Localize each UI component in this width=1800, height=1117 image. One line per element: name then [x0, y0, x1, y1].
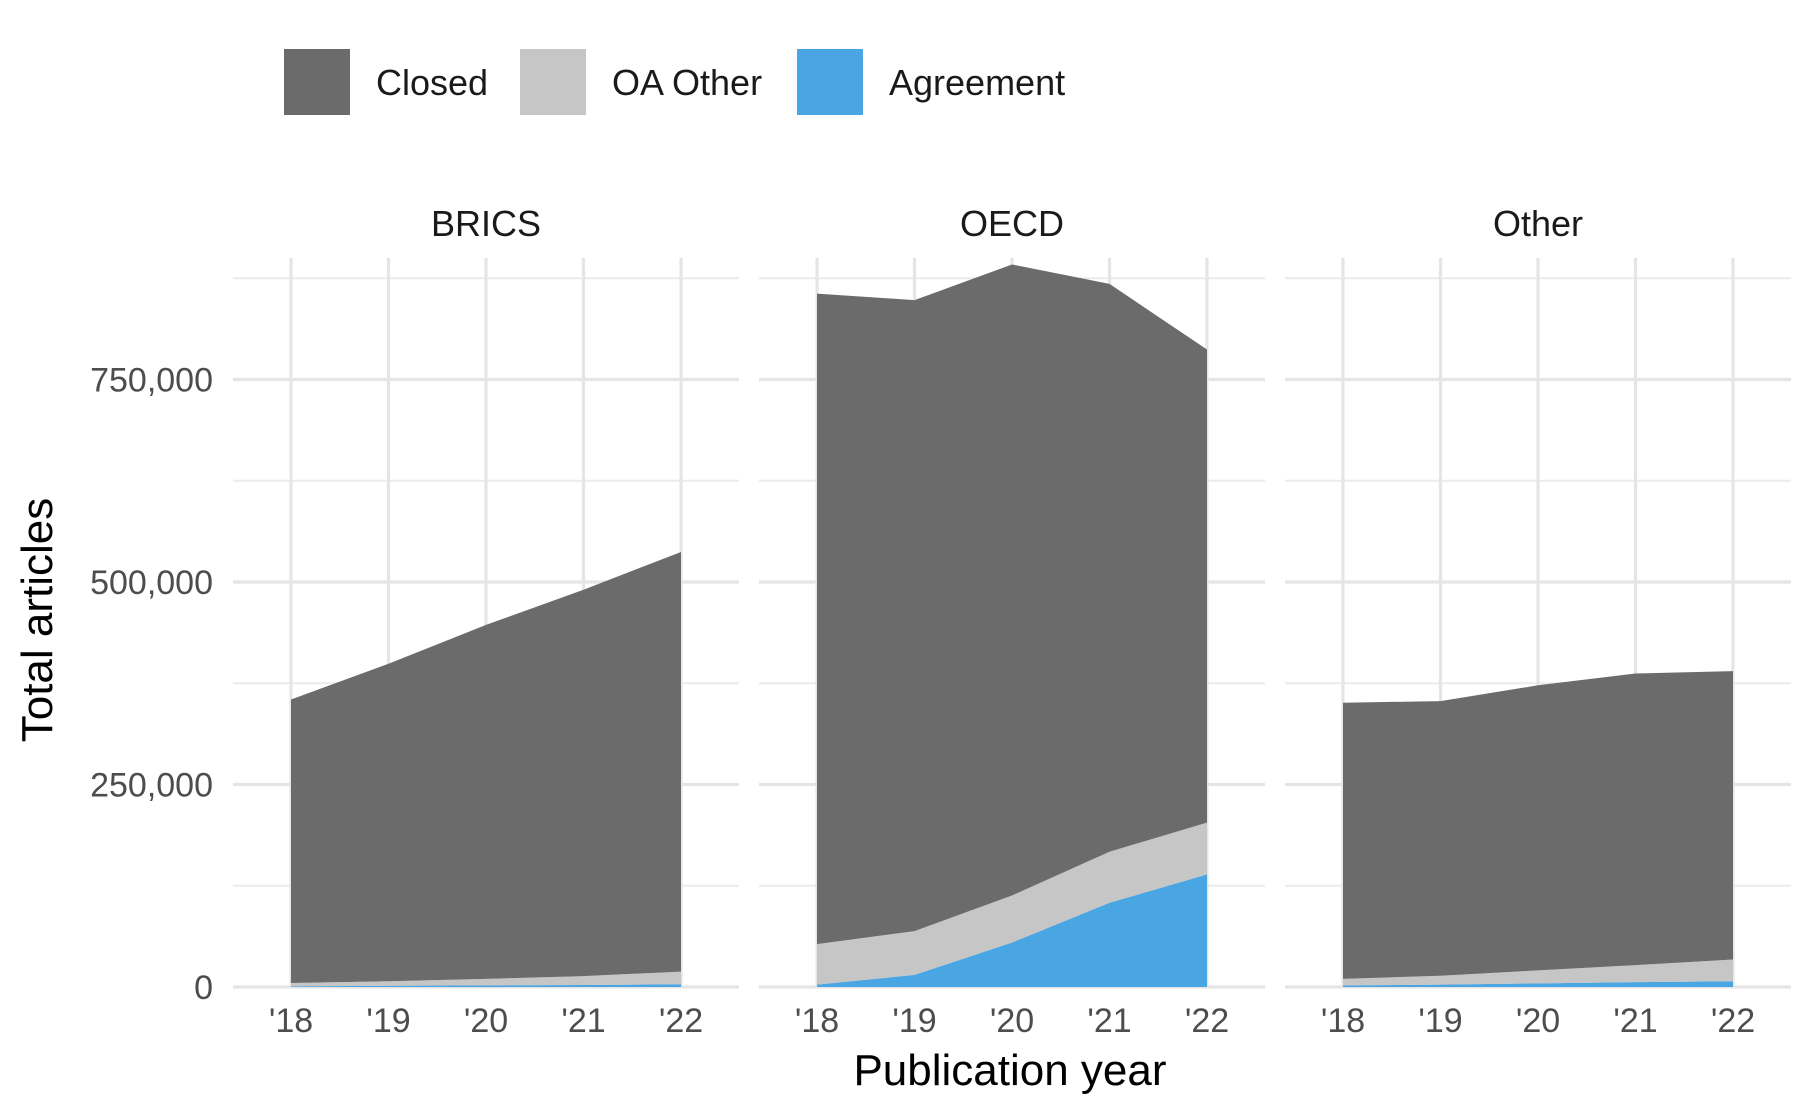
y-tick-label: 750,000 — [90, 362, 213, 400]
legend-swatch-oa-other — [520, 49, 586, 115]
area-brics-agreement — [291, 984, 681, 987]
legend-label-oa-other: OA Other — [612, 62, 762, 103]
area-oecd-closed — [817, 264, 1207, 945]
area-other-agreement — [1343, 981, 1733, 987]
facet-label-brics: BRICS — [431, 203, 541, 244]
legend-item-oa-other: OA Other — [520, 49, 762, 115]
panel-oecd: OECD '18 '19 '20 '21 '22 — [759, 203, 1265, 1040]
x-tick-label: '22 — [1185, 1002, 1229, 1040]
x-tick-label: '21 — [1087, 1002, 1131, 1040]
x-tick-label: '21 — [1613, 1002, 1657, 1040]
facet-panels: BRICS'18'19'20'21'22OECD'18'19'20'21'22O… — [233, 203, 1791, 1040]
x-tick-label: '20 — [464, 1002, 508, 1040]
x-axis-title: Publication year — [853, 1046, 1166, 1095]
panel-other: Other '18 '19 '20 '21 '22 — [1285, 203, 1791, 1040]
x-tick-label: '22 — [659, 1002, 703, 1040]
area-oecd-oa-other — [817, 822, 1207, 985]
facet-label-oecd: OECD — [960, 203, 1064, 244]
area-other-closed — [1343, 671, 1733, 979]
x-tick-label: '19 — [366, 1002, 410, 1040]
x-tick-label: '20 — [990, 1002, 1034, 1040]
x-tick-label: '18 — [795, 1002, 839, 1040]
y-tick-label: 0 — [194, 969, 213, 1007]
y-axis: 0 250,000 500,000 750,000 — [90, 362, 213, 1008]
area-other-oa-other — [1343, 959, 1733, 986]
legend-item-agreement: Agreement — [797, 49, 1065, 115]
x-tick-label: '21 — [561, 1002, 605, 1040]
legend-swatch-closed — [284, 49, 350, 115]
area-brics-closed — [291, 552, 681, 983]
x-tick-label: '20 — [1516, 1002, 1560, 1040]
x-tick-label: '18 — [1321, 1002, 1365, 1040]
x-tick-label: '22 — [1711, 1002, 1755, 1040]
legend-label-closed: Closed — [376, 62, 488, 103]
x-tick-label: '18 — [269, 1002, 313, 1040]
area-oecd-agreement — [817, 874, 1207, 987]
x-tick-label: '19 — [1418, 1002, 1462, 1040]
y-tick-label: 250,000 — [90, 767, 213, 805]
y-tick-label: 500,000 — [90, 564, 213, 602]
legend: Closed OA Other Agreement — [284, 49, 1065, 115]
legend-item-closed: Closed — [284, 49, 488, 115]
legend-swatch-agreement — [797, 49, 863, 115]
panel-brics: BRICS '18 '19 '20 '21 '22 — [233, 203, 739, 1040]
facet-label-other: Other — [1493, 203, 1583, 244]
y-axis-title: Total articles — [13, 498, 62, 743]
legend-label-agreement: Agreement — [889, 62, 1065, 103]
x-tick-label: '19 — [892, 1002, 936, 1040]
